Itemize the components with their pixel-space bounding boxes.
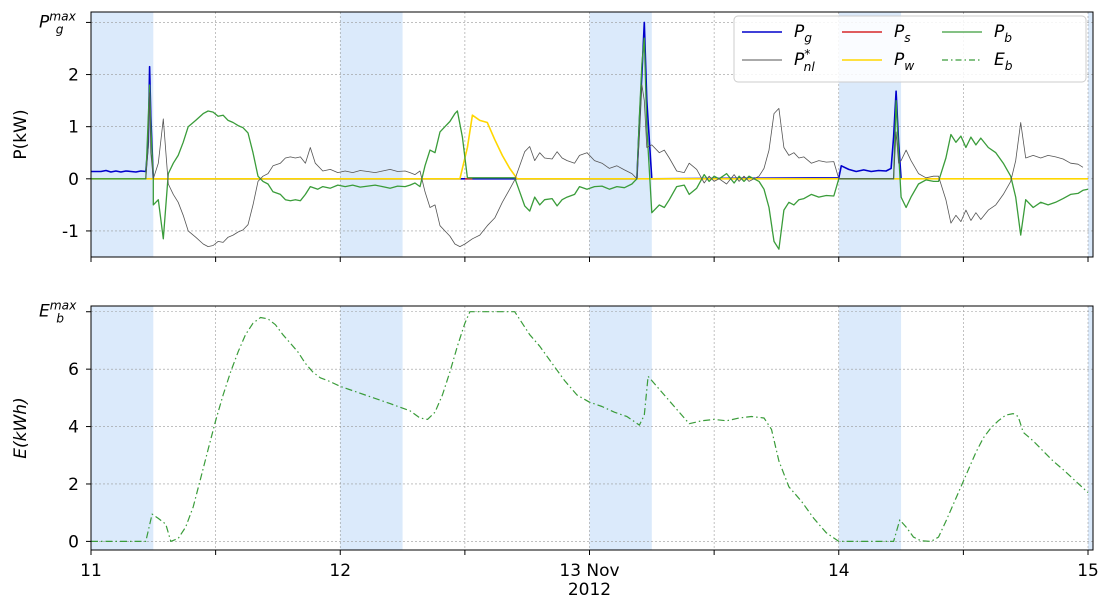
legend-label-Eb: Eb xyxy=(994,50,1013,73)
shaded-interval xyxy=(1088,306,1093,550)
shaded-interval xyxy=(838,306,902,550)
x-axis-label: 2012 xyxy=(568,580,611,600)
y-tick-label: 0 xyxy=(68,532,79,552)
shaded-interval xyxy=(340,12,403,257)
legend-label-Pw: Pw xyxy=(894,50,915,73)
y-axis-label: P(kW) xyxy=(11,109,31,159)
y-tick-label: 6 xyxy=(68,360,79,380)
series-line-Pb xyxy=(91,37,1089,250)
shaded-interval xyxy=(589,12,652,257)
axes-frame xyxy=(90,11,1094,258)
shaded-interval xyxy=(91,306,154,550)
series-line-Eb xyxy=(91,311,1089,542)
y-tick-label: 2 xyxy=(68,66,79,86)
y-max-label: Pmax g xyxy=(39,9,77,36)
x-tick-label: 13 Nov xyxy=(559,561,619,581)
legend-box xyxy=(733,15,1087,83)
axes-frame xyxy=(90,305,1094,551)
x-tick-label: 12 xyxy=(329,561,351,581)
x-tick-label: 14 xyxy=(828,561,850,581)
legend-label-Pnl: P* nl xyxy=(794,47,815,74)
energy-panel: 0 2 4 6 Emax b E(kWh) 11 12 13 Nov 14 15 2012 xyxy=(11,299,1099,600)
x-tick-label: 11 xyxy=(80,561,102,581)
legend-label-Pb: Pb xyxy=(994,22,1012,45)
shaded-interval xyxy=(91,12,154,257)
series-line-Pnl xyxy=(145,84,1084,247)
y-tick-label: 0 xyxy=(68,170,79,190)
y-max-label: Emax b xyxy=(39,299,77,326)
legend: PgP* nl Ps Pw Pb Eb xyxy=(733,15,1087,83)
y-tick-label: 1 xyxy=(68,118,79,138)
shaded-interval xyxy=(1088,12,1093,257)
y-axis-label: E(kWh) xyxy=(11,397,31,458)
x-tick-label: 15 xyxy=(1077,561,1099,581)
power-panel: -1 0 1 2 Pmax g P(kW) PgP* nl Ps Pw Pb Eb xyxy=(11,9,1094,262)
y-tick-label: 4 xyxy=(68,418,79,438)
shaded-interval xyxy=(340,306,403,550)
legend-label-Pg: Pg xyxy=(794,22,812,45)
legend-label-Ps: Ps xyxy=(894,22,911,45)
shaded-interval xyxy=(589,306,652,550)
y-tick-label: -1 xyxy=(62,222,79,242)
y-tick-label: 2 xyxy=(68,475,79,495)
